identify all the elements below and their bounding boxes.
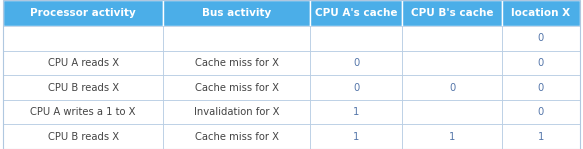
Bar [310,100,402,124]
Text: CPU A reads X: CPU A reads X [48,58,119,68]
Bar [501,100,580,124]
Bar [163,0,310,26]
Text: CPU A's cache: CPU A's cache [315,8,398,18]
Bar [402,124,501,149]
Bar [163,124,310,149]
Text: 0: 0 [353,58,360,68]
Bar [3,51,163,75]
Text: 0: 0 [538,107,544,117]
Bar [501,124,580,149]
Bar [163,75,310,100]
Bar [310,51,402,75]
Bar [3,0,163,26]
Text: Cache miss for X: Cache miss for X [195,58,279,68]
Text: Invalidation for X: Invalidation for X [194,107,280,117]
Bar [3,124,163,149]
Bar [402,0,501,26]
Bar [163,51,310,75]
Text: 0: 0 [538,83,544,93]
Text: CPU B reads X: CPU B reads X [48,83,119,93]
Bar [310,124,402,149]
Text: 0: 0 [353,83,360,93]
Bar [3,26,163,51]
Text: 0: 0 [538,58,544,68]
Bar [3,100,163,124]
Bar [402,51,501,75]
Bar [310,0,402,26]
Bar [310,75,402,100]
Bar [163,26,310,51]
Text: Bus activity: Bus activity [202,8,272,18]
Bar [3,75,163,100]
Text: Cache miss for X: Cache miss for X [195,83,279,93]
Bar [501,51,580,75]
Bar [163,100,310,124]
Text: CPU A writes a 1 to X: CPU A writes a 1 to X [30,107,136,117]
Text: CPU B reads X: CPU B reads X [48,132,119,142]
Text: 0: 0 [449,83,455,93]
Text: 0: 0 [538,33,544,43]
Bar [402,26,501,51]
Bar [402,100,501,124]
Text: 1: 1 [538,132,544,142]
Text: 1: 1 [353,107,360,117]
Text: 1: 1 [449,132,455,142]
Text: Processor activity: Processor activity [30,8,136,18]
Bar [402,75,501,100]
Text: CPU B's cache: CPU B's cache [411,8,493,18]
Bar [501,0,580,26]
Bar [501,75,580,100]
Text: location X: location X [511,8,570,18]
Bar [501,26,580,51]
Text: Cache miss for X: Cache miss for X [195,132,279,142]
Bar [310,26,402,51]
Text: 1: 1 [353,132,360,142]
